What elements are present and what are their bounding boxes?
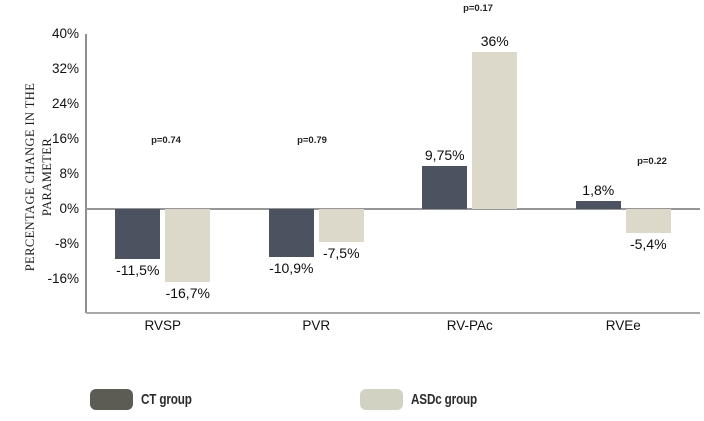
bar-ct-rv-pac — [422, 166, 468, 209]
category-label-rv-pac: RV-PAc — [446, 318, 493, 333]
y-tick-label: 40% — [51, 26, 79, 41]
y-tick-label: 8% — [59, 166, 79, 181]
plot-bottom-border — [86, 312, 700, 314]
y-axis-line — [85, 34, 87, 313]
y-tick-label: 24% — [51, 96, 79, 111]
bar-ct-pvr — [268, 209, 314, 257]
bar-asdc-rvee — [625, 209, 671, 233]
category-label-rvee: RVEe — [605, 318, 641, 333]
value-label-asdc-rv-pac: 36% — [480, 32, 509, 49]
category-label-rvsp: RVSP — [144, 318, 182, 333]
y-tick-label: 16% — [51, 131, 79, 146]
p-value-label-rv-pac: p=0.17 — [463, 3, 493, 14]
y-tick-label: 0% — [59, 201, 79, 216]
legend-label-ct: CT group — [141, 391, 192, 408]
value-label-ct-rvsp: -11,5% — [116, 262, 160, 279]
y-tick-label: -16% — [47, 271, 79, 286]
legend-label-asdc: ASDc group — [411, 391, 478, 408]
legend-swatch-ct — [90, 389, 133, 410]
p-value-label-rvee: p=0.22 — [637, 156, 667, 167]
bar-asdc-rv-pac — [472, 51, 518, 209]
bar-asdc-pvr — [318, 209, 364, 242]
value-label-asdc-rvee: -5,4% — [629, 235, 667, 252]
p-value-label-rvsp: p=0.74 — [151, 135, 181, 146]
bar-ct-rvee — [575, 201, 621, 209]
value-label-ct-pvr: -10,9% — [269, 259, 314, 276]
y-tick-label: 32% — [51, 61, 79, 76]
zero-baseline — [86, 208, 700, 210]
bar-ct-rvsp — [115, 209, 161, 260]
legend-swatch-asdc — [360, 389, 403, 410]
p-value-label-pvr: p=0.79 — [297, 135, 327, 146]
value-label-ct-rvee: 1,8% — [582, 182, 615, 199]
category-label-pvr: PVR — [302, 318, 331, 333]
bar-asdc-rvsp — [165, 209, 211, 283]
y-tick-label: -8% — [54, 236, 79, 251]
value-label-asdc-rvsp: -16,7% — [165, 285, 210, 302]
value-label-asdc-pvr: -7,5% — [322, 244, 360, 261]
value-label-ct-rv-pac: 9,75% — [424, 147, 465, 164]
